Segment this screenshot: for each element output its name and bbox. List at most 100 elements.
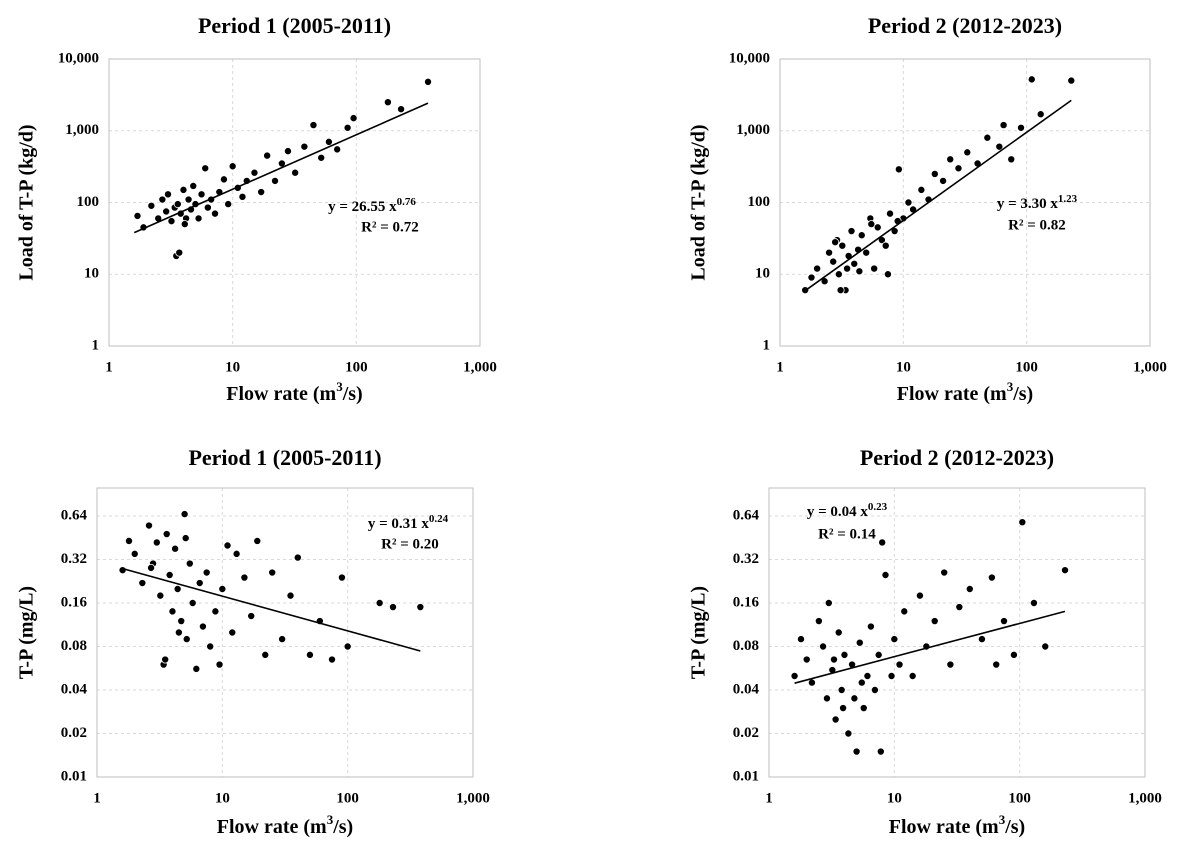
data-point <box>870 264 879 273</box>
data-point <box>813 264 822 273</box>
data-point <box>796 635 805 644</box>
r-squared: R² = 0.82 <box>1008 217 1066 233</box>
data-point <box>343 123 352 132</box>
data-point <box>223 541 232 550</box>
y-tick-label: 0.01 <box>61 768 87 784</box>
data-point <box>197 190 206 199</box>
data-point <box>198 622 207 631</box>
data-point <box>870 686 879 695</box>
x-tick-label: 10 <box>887 790 902 806</box>
plot-frame <box>779 58 1151 347</box>
x-axis-label-tail: /s) <box>332 816 353 838</box>
data-point <box>261 650 270 659</box>
data-point <box>881 241 890 250</box>
data-point <box>965 585 974 594</box>
data-point <box>878 538 887 547</box>
x-axis-label-tail: /s) <box>1012 383 1033 405</box>
data-point <box>838 241 847 250</box>
data-point <box>182 635 191 644</box>
data-point <box>855 638 864 647</box>
data-point <box>268 568 277 577</box>
data-point <box>850 259 859 268</box>
x-axis-label-text: Flow rate (m <box>226 383 336 405</box>
data-point <box>887 671 896 680</box>
data-point <box>822 694 831 703</box>
equation-exponent: 1.23 <box>1058 193 1078 205</box>
data-point <box>857 678 866 687</box>
x-axis-label: Flow rate (m3/s) <box>217 812 353 838</box>
y-tick-label: 0.02 <box>61 725 87 741</box>
x-axis-label-text: Flow rate (m <box>897 383 1007 405</box>
x-tick-label: 1,000 <box>1133 359 1167 375</box>
data-point <box>807 678 816 687</box>
y-tick-label: 0.16 <box>61 594 88 610</box>
data-point <box>263 151 272 160</box>
data-point <box>343 642 352 651</box>
data-point <box>977 635 986 644</box>
data-point <box>305 650 314 659</box>
data-point <box>278 635 287 644</box>
data-point <box>963 148 972 157</box>
r-squared: R² = 0.14 <box>818 526 876 542</box>
data-point <box>424 77 433 86</box>
chart-title: Period 1 (2005-2011) <box>188 445 381 470</box>
y-axis-label: T-P (mg/L) <box>16 586 38 679</box>
data-point <box>333 145 342 154</box>
y-tick-label: 0.64 <box>61 507 88 523</box>
data-point <box>250 168 259 177</box>
plot-frame <box>96 487 474 778</box>
data-point <box>852 747 861 756</box>
data-point <box>857 231 866 240</box>
x-tick-label: 1,000 <box>456 790 490 806</box>
equation-text: y = 0.04 x <box>807 504 869 520</box>
data-point <box>194 214 203 223</box>
data-point <box>900 607 909 616</box>
data-point <box>238 192 247 201</box>
data-point <box>825 248 834 257</box>
data-point <box>133 211 142 220</box>
data-point <box>790 671 799 680</box>
data-point <box>930 169 939 178</box>
data-point <box>164 190 173 199</box>
data-point <box>171 544 180 553</box>
data-point <box>1009 650 1018 659</box>
y-tick-label: 0.08 <box>61 638 87 654</box>
data-point <box>124 536 133 545</box>
data-point <box>873 223 882 232</box>
data-point <box>185 559 194 568</box>
data-point <box>894 165 903 174</box>
data-point <box>904 198 913 207</box>
y-tick-label: 10 <box>755 266 770 282</box>
data-point <box>247 612 256 621</box>
x-axis-label: Flow rate (m3/s) <box>226 379 362 405</box>
data-point <box>145 521 154 530</box>
x-tick-label: 1,000 <box>1128 790 1162 806</box>
data-point <box>1000 617 1009 626</box>
x-tick-label: 10 <box>896 359 911 375</box>
y-tick-label: 10,000 <box>729 50 770 66</box>
data-point <box>829 257 838 266</box>
data-point <box>863 671 872 680</box>
x-tick-label: 100 <box>1015 359 1038 375</box>
y-tick-label: 0.04 <box>61 681 88 697</box>
data-point <box>180 220 189 229</box>
data-point <box>908 671 917 680</box>
data-point <box>291 168 300 177</box>
data-point <box>1041 642 1050 651</box>
data-point <box>309 121 318 130</box>
data-point <box>201 164 210 173</box>
data-point <box>874 650 883 659</box>
data-point <box>850 694 859 703</box>
data-point <box>283 147 292 156</box>
data-point <box>383 98 392 107</box>
plot-frame <box>768 487 1146 778</box>
equation: y = 26.55 x0.76 <box>328 196 416 216</box>
trend-line <box>122 567 421 652</box>
data-point <box>995 142 1004 151</box>
y-tick-label: 100 <box>77 194 100 210</box>
data-point <box>195 579 204 588</box>
data-point <box>180 510 189 519</box>
data-point <box>866 622 875 631</box>
data-point <box>228 162 237 171</box>
